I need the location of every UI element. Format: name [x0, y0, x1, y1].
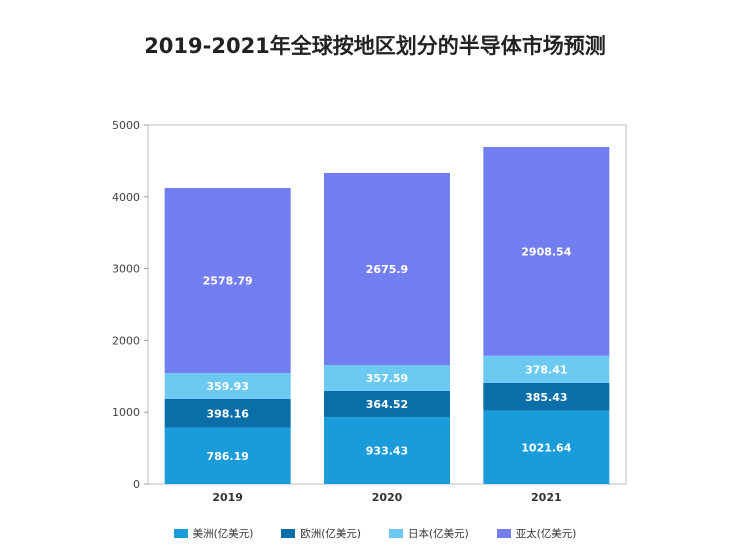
bar-segment: [164, 398, 291, 428]
legend: 美洲(亿美元) 欧洲(亿美元) 日本(亿美元) 亚太(亿美元): [0, 526, 750, 541]
legend-label: 亚太(亿美元): [515, 528, 577, 540]
y-tick-label: 3000: [112, 263, 140, 276]
bar-segment: [483, 382, 610, 411]
legend-item: 欧洲(亿美元): [281, 526, 361, 541]
legend-label: 欧洲(亿美元): [300, 528, 361, 540]
legend-item: 亚太(亿美元): [496, 526, 577, 541]
y-tick-label: 4000: [112, 191, 140, 204]
legend-swatch: [389, 529, 403, 538]
x-tick-label: 2021: [531, 491, 562, 504]
chart-title: 2019-2021年全球按地区划分的半导体市场预测: [144, 34, 606, 58]
data-label: 378.41: [525, 363, 567, 376]
y-tick-label: 0: [133, 478, 140, 491]
data-label: 398.16: [206, 407, 249, 420]
bar-segment: [324, 390, 450, 417]
y-tick-label: 2000: [112, 334, 140, 347]
data-label: 1021.64: [521, 441, 571, 454]
data-label: 2578.79: [203, 275, 253, 288]
legend-label: 美洲(亿美元): [192, 528, 254, 540]
legend-item: 日本(亿美元): [389, 526, 469, 541]
bar-segment: [324, 365, 450, 391]
legend-swatch: [281, 529, 296, 538]
data-label: 786.19: [206, 450, 248, 463]
bars: 786.19 398.16 359.93 2578.79 933.43 364.52 357…: [164, 146, 610, 484]
bar-segment: [324, 173, 450, 366]
data-label: 364.52: [366, 398, 408, 411]
data-label: 2675.9: [366, 263, 408, 276]
bar-segment: [324, 416, 450, 484]
bar-segment: [483, 146, 610, 356]
y-tick-label: 5000: [112, 119, 140, 132]
data-label: 933.43: [366, 444, 408, 457]
y-axis: 0 1000 2000 3000 4000 5000: [112, 119, 148, 491]
legend-label: 日本(亿美元): [408, 528, 469, 540]
x-tick-label: 2020: [372, 491, 403, 504]
x-tick-label: 2019: [212, 491, 243, 504]
data-label: 2908.54: [521, 245, 571, 258]
data-label: 359.93: [206, 380, 248, 393]
bar-segment: [483, 410, 610, 484]
bar-segment: [164, 187, 291, 374]
stacked-bar-chart: 0 1000 2000 3000 4000 5000 786.19 398.16 359.93…: [112, 119, 627, 504]
legend-item: 美洲(亿美元): [173, 526, 254, 541]
y-tick-label: 1000: [112, 406, 140, 419]
bar-segment: [164, 373, 291, 399]
x-axis: 2019 2020 2021: [212, 491, 561, 504]
bar-segment: [483, 355, 610, 383]
data-label: 357.59: [366, 372, 408, 385]
legend-swatch: [496, 529, 511, 538]
legend-swatch: [173, 529, 188, 538]
data-label: 385.43: [525, 391, 567, 404]
bar-segment: [164, 427, 291, 484]
